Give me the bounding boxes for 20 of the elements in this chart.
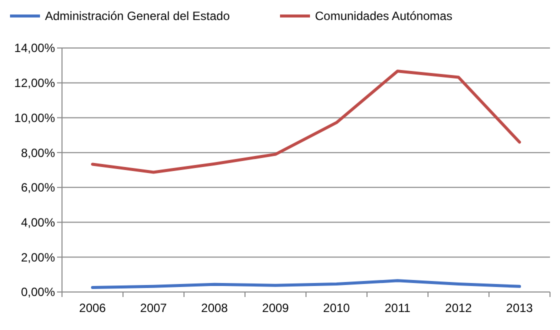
x-tick-label: 2011 bbox=[384, 301, 411, 315]
x-tick-label: 2013 bbox=[506, 301, 534, 315]
y-tick-label: 14,00% bbox=[14, 41, 56, 56]
legend-label: Comunidades Autónomas bbox=[315, 9, 452, 24]
x-tick-label: 2010 bbox=[323, 301, 350, 315]
x-tick-label: 2008 bbox=[201, 301, 228, 315]
line-series bbox=[91, 70, 521, 174]
y-tick-label: 6,00% bbox=[20, 180, 56, 195]
x-tick-label: 2009 bbox=[262, 301, 290, 315]
legend-label: Administración General del Estado bbox=[45, 9, 230, 24]
y-tick-label: 4,00% bbox=[20, 215, 56, 230]
x-tick-label: 2006 bbox=[79, 301, 106, 315]
y-tick-label: 2,00% bbox=[20, 250, 56, 264]
y-tick-label: 8,00% bbox=[20, 146, 56, 160]
y-tick-label: 0,00% bbox=[20, 285, 56, 300]
y-tick-label: 12,00% bbox=[14, 76, 56, 90]
x-tick-label: 2007 bbox=[140, 301, 168, 315]
y-tick-label: 10,00% bbox=[14, 110, 56, 125]
x-tick-label: 2012 bbox=[445, 301, 472, 315]
line-series bbox=[91, 279, 521, 289]
